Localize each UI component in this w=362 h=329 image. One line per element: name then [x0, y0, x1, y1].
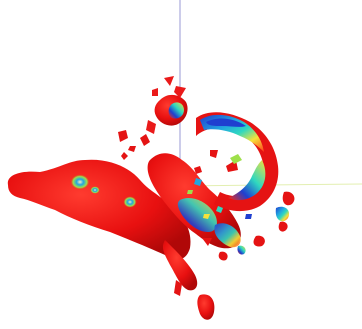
- ring-blue-band: [206, 118, 246, 127]
- red-fragment: [146, 120, 156, 134]
- red-tendril: [197, 294, 215, 320]
- red-fragment: [121, 152, 128, 160]
- rainbow-speckle: [245, 214, 252, 219]
- red-fragment: [174, 280, 182, 296]
- rainbow-spot: [123, 196, 137, 208]
- red-fragment: [164, 76, 174, 86]
- red-fragment: [210, 150, 218, 158]
- central-mass-rainbow: [214, 223, 241, 248]
- upper-cluster-rainbow: [168, 102, 184, 119]
- red-fragment: [128, 146, 136, 152]
- red-fragment: [174, 86, 186, 98]
- red-fragment: [218, 251, 228, 261]
- red-fragment: [237, 245, 246, 255]
- red-fragment: [253, 235, 265, 247]
- red-fragment: [275, 206, 290, 222]
- red-blob-left: [7, 159, 191, 260]
- red-tendril: [162, 240, 198, 291]
- rainbow-speckle: [187, 190, 193, 194]
- red-fragment: [282, 191, 295, 206]
- red-fragment: [202, 238, 212, 246]
- red-fragment: [278, 221, 288, 232]
- rainbow-spot: [70, 174, 90, 190]
- red-fragment: [140, 134, 150, 146]
- green-fragment: [230, 154, 242, 164]
- red-fragment: [118, 130, 128, 142]
- rainbow-speckle: [216, 206, 223, 213]
- rainbow-speckle: [203, 214, 210, 219]
- rainbow-speckle: [194, 178, 202, 186]
- ring-rainbow: [228, 160, 266, 201]
- rainbow-spot: [90, 186, 100, 194]
- red-fragment: [152, 88, 158, 96]
- central-mass-rainbow: [177, 198, 217, 232]
- red-fragment: [194, 166, 202, 174]
